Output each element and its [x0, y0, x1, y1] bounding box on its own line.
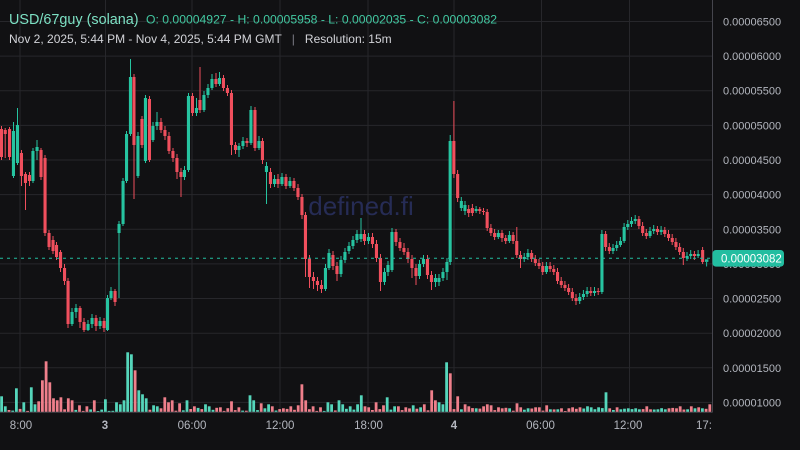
svg-text:8:00: 8:00	[10, 420, 32, 432]
svg-text:0.00005000: 0.00005000	[723, 120, 781, 132]
svg-text:0.00006000: 0.00006000	[723, 51, 781, 63]
svg-text:4: 4	[451, 420, 458, 432]
svg-text:0.00001500: 0.00001500	[723, 363, 781, 375]
svg-text:12:00: 12:00	[266, 420, 295, 432]
svg-text:0.00004500: 0.00004500	[723, 155, 781, 167]
svg-text:17:: 17:	[696, 420, 712, 432]
svg-text:0.00001000: 0.00001000	[723, 397, 781, 409]
svg-text:0.00003082: 0.00003082	[721, 254, 782, 266]
svg-text:06:00: 06:00	[526, 420, 555, 432]
svg-text:O: 0.00004927 - H: 0.00005958: O: 0.00004927 - H: 0.00005958 - L: 0.000…	[146, 13, 497, 27]
svg-text:defined.fi: defined.fi	[308, 191, 414, 221]
svg-text:3: 3	[102, 420, 108, 432]
svg-text:0.00005500: 0.00005500	[723, 86, 781, 98]
svg-text:0.00004000: 0.00004000	[723, 190, 781, 202]
svg-text:12:00: 12:00	[614, 420, 643, 432]
svg-text:Nov 2, 2025, 5:44 PM - Nov 4,: Nov 2, 2025, 5:44 PM - Nov 4, 2025, 5:44…	[9, 32, 392, 46]
svg-text:USD/67guy (solana): USD/67guy (solana)	[9, 12, 139, 28]
svg-text:0.00002000: 0.00002000	[723, 328, 781, 340]
svg-text:06:00: 06:00	[178, 420, 207, 432]
svg-text:0.00006500: 0.00006500	[723, 17, 781, 29]
svg-text:0.00003500: 0.00003500	[723, 224, 781, 236]
svg-text:18:00: 18:00	[354, 420, 383, 432]
svg-text:0.00002500: 0.00002500	[723, 294, 781, 306]
